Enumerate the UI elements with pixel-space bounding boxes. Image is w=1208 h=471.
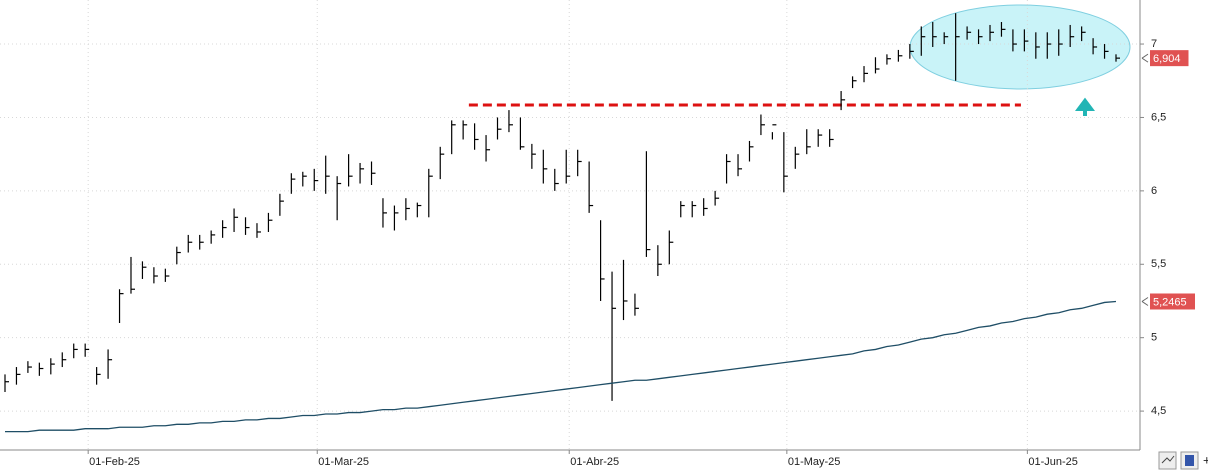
toolbar: + — [1158, 451, 1208, 470]
x-tick-label: 01-Abr-25 — [570, 456, 619, 468]
y-tick-label: 5,5 — [1151, 258, 1166, 270]
save-icon — [1185, 455, 1194, 466]
y-tick-label: 6 — [1151, 185, 1157, 197]
last-value-pointer — [1141, 53, 1149, 63]
moving-average-line — [5, 300, 1117, 433]
up-arrow — [1075, 97, 1095, 116]
x-tick-label: 01-May-25 — [788, 456, 841, 468]
last-value-box — [1150, 293, 1195, 310]
add-icon[interactable]: + — [1203, 452, 1208, 467]
x-tick-label: 01-Feb-25 — [89, 456, 140, 468]
last-value-label: 5,2465 — [1153, 296, 1187, 308]
y-tick-label: 7 — [1151, 38, 1157, 50]
x-tick-label: 01-Mar-25 — [318, 456, 369, 468]
zoom-button[interactable] — [1158, 451, 1177, 470]
last-value-label: 6,904 — [1153, 53, 1181, 65]
y-tick-label: 6,5 — [1151, 111, 1166, 123]
zoom-icon — [1161, 455, 1175, 464]
x-tick-label: 01-Jun-25 — [1028, 456, 1078, 468]
y-tick-label: 4,5 — [1151, 405, 1166, 417]
last-value-pointer — [1141, 297, 1149, 306]
y-tick-label: 5 — [1151, 332, 1157, 344]
last-value-box — [1150, 50, 1189, 67]
